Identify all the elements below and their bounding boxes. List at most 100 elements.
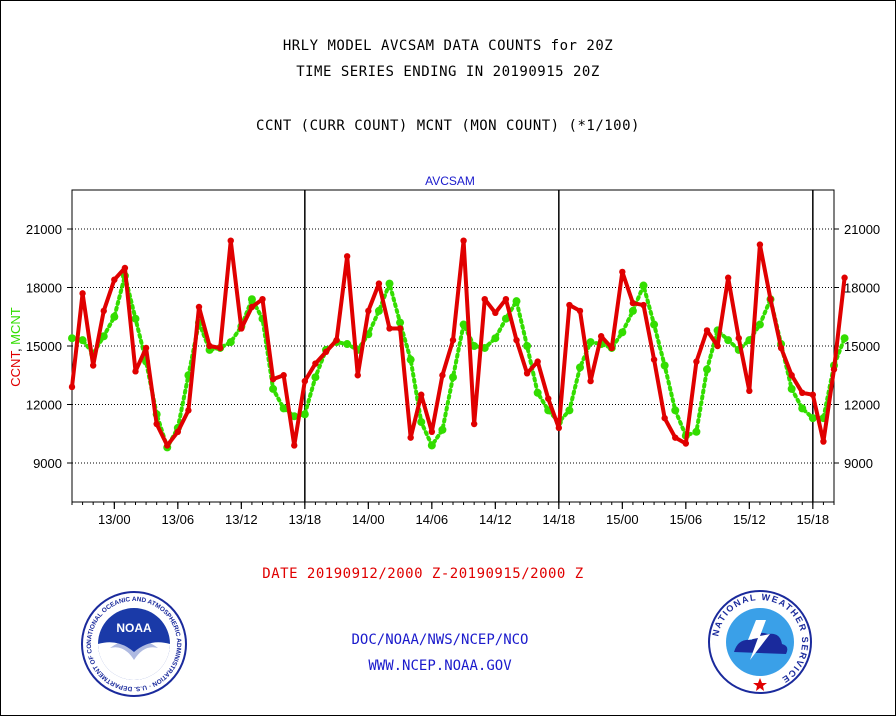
data-point-mcnt (247, 295, 256, 304)
data-point-mcnt (639, 281, 648, 290)
data-point-ccnt (650, 356, 658, 363)
data-point-ccnt (132, 368, 139, 375)
data-point-ccnt (418, 391, 425, 398)
data-point-mcnt (279, 404, 288, 413)
data-point-ccnt (820, 438, 827, 445)
data-point-ccnt (809, 391, 817, 398)
data-point-ccnt (714, 342, 721, 350)
data-point-mcnt (724, 336, 733, 345)
data-point-ccnt (597, 333, 605, 340)
series-line-mcnt (70, 273, 847, 450)
data-point-ccnt (68, 383, 76, 391)
data-point-ccnt (386, 325, 393, 332)
data-point-mcnt (692, 427, 701, 436)
data-point-ccnt (396, 325, 404, 332)
y-tick-label-left: 12000 (26, 398, 62, 413)
data-point-ccnt (576, 307, 584, 315)
x-tick-label: 14/12 (479, 512, 512, 527)
data-point-ccnt (121, 264, 129, 272)
data-point-mcnt (787, 384, 796, 393)
data-point-mcnt (110, 312, 119, 321)
data-point-ccnt (640, 301, 647, 309)
data-point-ccnt (661, 414, 668, 422)
data-point-mcnt (406, 355, 415, 364)
y-tick-label-left: 15000 (26, 339, 62, 354)
data-point-ccnt (111, 276, 118, 283)
data-point-ccnt (227, 237, 234, 244)
data-point-ccnt (206, 342, 213, 350)
data-point-ccnt (100, 307, 107, 315)
data-point-mcnt (68, 334, 76, 343)
y-tick-label-right: 18000 (844, 281, 880, 296)
data-point-mcnt (840, 334, 849, 343)
data-point-mcnt (470, 342, 479, 350)
y-label-ccnt: CCNT (8, 351, 23, 387)
x-tick-label: 15/18 (797, 512, 830, 527)
data-point-ccnt (724, 274, 732, 281)
data-point-ccnt (555, 424, 563, 432)
data-point-ccnt (164, 442, 171, 449)
data-point-ccnt (830, 366, 838, 373)
data-point-ccnt (703, 327, 711, 334)
org-line: DOC/NOAA/NWS/NCEP/NCO (351, 632, 529, 648)
y-tick-label-left: 18000 (26, 281, 62, 296)
url-line[interactable]: WWW.NCEP.NOAA.GOV (368, 658, 512, 674)
data-point-ccnt (566, 301, 573, 309)
y-label-mcnt: MCNT (8, 307, 23, 345)
data-point-ccnt (174, 428, 182, 435)
data-point-mcnt (99, 332, 108, 341)
data-point-ccnt (608, 344, 615, 352)
data-point-ccnt (513, 336, 520, 344)
data-point-ccnt (428, 428, 436, 435)
data-point-ccnt (746, 387, 753, 395)
data-point-mcnt (491, 334, 500, 343)
x-tick-label: 14/06 (416, 512, 449, 527)
data-point-ccnt (216, 344, 224, 352)
data-point-mcnt (269, 384, 278, 393)
data-point-ccnt (629, 299, 637, 307)
x-tick-label: 13/12 (225, 512, 258, 527)
data-point-mcnt (131, 314, 140, 323)
data-point-mcnt (671, 406, 680, 415)
data-point-mcnt (343, 340, 352, 349)
data-point-ccnt (439, 372, 446, 379)
data-point-ccnt (841, 274, 848, 281)
data-point-mcnt (385, 279, 394, 288)
data-point-mcnt (501, 314, 510, 323)
date-range: DATE 20190912/2000 Z-20190915/2000 Z (262, 566, 584, 582)
data-point-ccnt (142, 344, 150, 352)
y-tick-label-left: 9000 (33, 456, 62, 471)
data-point-ccnt (672, 434, 679, 441)
data-point-ccnt (89, 362, 97, 369)
data-point-mcnt (703, 365, 711, 374)
data-point-ccnt (682, 440, 690, 447)
data-point-mcnt (226, 338, 235, 347)
data-point-mcnt (449, 373, 457, 382)
y-tick-label-left: 21000 (26, 222, 62, 237)
data-point-ccnt (248, 303, 256, 311)
data-point-mcnt (533, 388, 542, 397)
y-axis-right: 9000 12000 15000 18000 21000 (834, 222, 880, 471)
svg-text:CCNT, MCNT: CCNT, MCNT (8, 307, 23, 387)
data-point-ccnt (365, 307, 372, 315)
data-point-mcnt (290, 412, 299, 421)
data-point-ccnt (587, 377, 594, 385)
noaa-logo-icon: NOAA NATIONAL OCEANIC AND ATMOSPHERIC AD… (80, 590, 187, 697)
data-point-ccnt (301, 377, 309, 385)
data-point-ccnt (788, 372, 795, 379)
data-point-ccnt (333, 336, 340, 344)
series-layer (68, 237, 849, 452)
data-point-ccnt (619, 268, 626, 276)
data-point-mcnt (78, 336, 87, 345)
data-point-mcnt (576, 363, 584, 372)
x-axis: 13/00 13/06 13/12 13/18 14/00 14/06 14/12 14/18… (71, 502, 835, 527)
data-point-ccnt (492, 309, 499, 317)
x-tick-label: 15/12 (733, 512, 766, 527)
data-point-mcnt (427, 441, 436, 450)
data-point-ccnt (238, 325, 245, 332)
data-point-ccnt (767, 296, 774, 303)
data-point-mcnt (628, 306, 637, 315)
x-tick-label: 14/00 (352, 512, 385, 527)
data-point-ccnt (502, 296, 510, 303)
data-point-ccnt (470, 420, 478, 428)
